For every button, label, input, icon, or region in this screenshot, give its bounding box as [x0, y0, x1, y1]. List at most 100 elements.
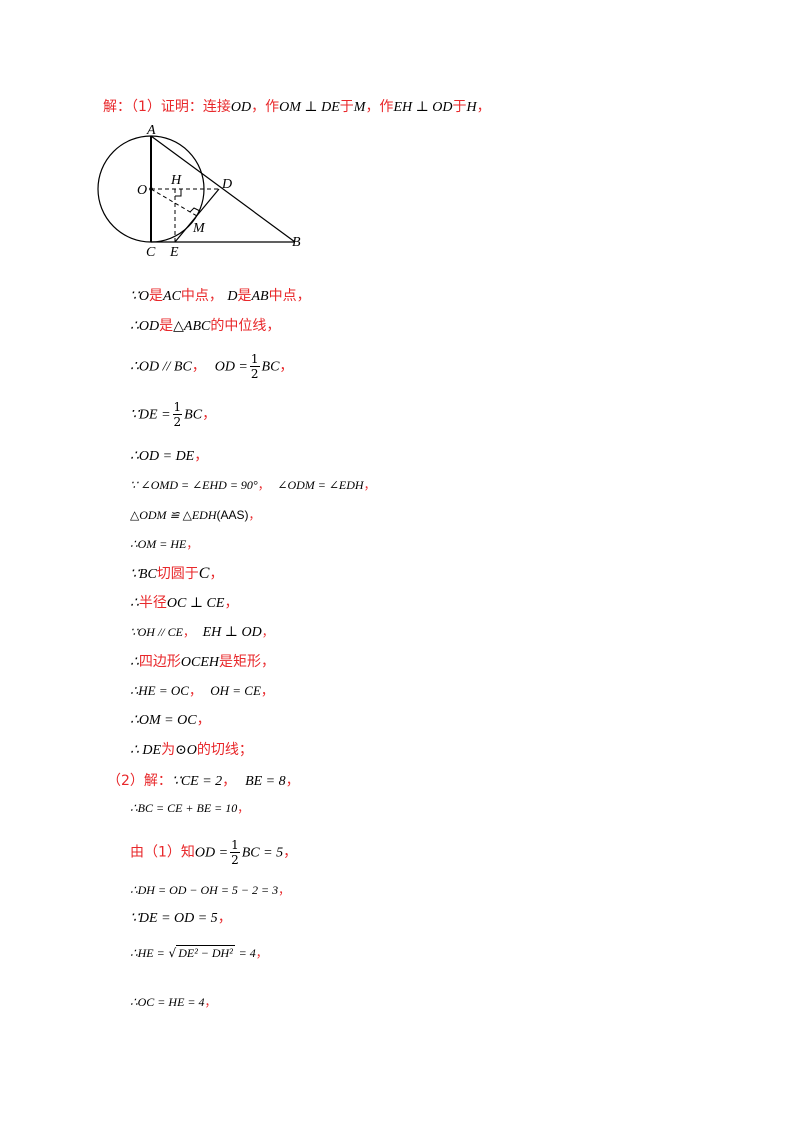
text: ， — [248, 508, 261, 522]
text: ， — [255, 946, 268, 960]
header-label: 解：（1）证明：连接 — [103, 99, 231, 115]
proof-line-11: ∵OH // CE， EH ⊥ OD， — [130, 622, 274, 643]
text: ， — [279, 358, 294, 375]
point-o — [149, 187, 153, 191]
denominator: 2 — [173, 415, 182, 429]
proof-line-9: ∵BC切圆于C， — [130, 564, 223, 585]
text: ， — [285, 773, 300, 789]
math: ∴BC = CE + BE = 10 — [130, 801, 238, 815]
part2-line-2: 由（1）知OD = 1 2 BC = 5， — [130, 838, 297, 867]
label-b: B — [292, 235, 301, 250]
denominator: 2 — [231, 853, 239, 867]
math: OC ⊥ CE — [166, 596, 225, 611]
math: OH = CE — [210, 683, 261, 698]
math: OCEH — [180, 655, 220, 670]
proof-line-7: △ODM ≌ △EDH(AAS)， — [130, 505, 261, 525]
text: 切圆于 — [156, 566, 199, 582]
math: BC — [184, 407, 203, 423]
text: ， — [283, 844, 298, 861]
math: ∵DE = OD = 5 — [130, 911, 218, 926]
text: 半径 — [138, 595, 167, 611]
solution-header: 解：（1）证明：连接OD，作OM ⊥ DE于M，作EH ⊥ OD于H， — [103, 96, 491, 116]
text: ， — [363, 478, 376, 492]
math: ∵BC — [130, 567, 157, 582]
denominator: 2 — [250, 367, 259, 381]
proof-line-15: ∴ DE为⊙O的切线； — [130, 740, 253, 761]
math: △ABC — [173, 319, 211, 334]
math: D — [227, 289, 238, 304]
math: ⊙O — [175, 743, 197, 758]
header-math: EH ⊥ OD — [393, 100, 453, 115]
math: BC = 5 — [241, 845, 284, 861]
text: ， — [222, 773, 237, 789]
math: AC — [163, 289, 181, 304]
proof-line-14: ∴OM = OC， — [130, 710, 211, 731]
text: ， — [237, 801, 250, 815]
header-text: ，作 — [365, 99, 394, 115]
math: AB — [251, 289, 269, 304]
header-math: M — [353, 100, 366, 115]
math: ∴OM = HE — [130, 537, 187, 551]
header-od: OD — [230, 100, 252, 115]
text: ， — [261, 625, 274, 639]
dashed-om — [150, 188, 198, 217]
numerator: 1 — [172, 400, 183, 415]
text: ， — [191, 358, 206, 375]
segment-de — [174, 188, 220, 243]
text: ， — [224, 595, 239, 611]
label-a: A — [146, 123, 156, 138]
right-angle-m — [189, 207, 201, 213]
proof-line-1: ∵O是AC中点， D是AB中点， — [130, 286, 311, 307]
text: ， — [182, 625, 195, 639]
proof-line-10: ∴半径OC ⊥ CE， — [130, 593, 238, 614]
math: BE = 8 — [245, 774, 286, 789]
math: OD = — [194, 845, 229, 861]
math: ∵CE = 2 — [171, 774, 223, 789]
math: ∵OH // CE — [130, 625, 183, 639]
header-text: 于 — [452, 99, 467, 115]
part2-line-4: ∵DE = OD = 5， — [130, 908, 232, 929]
math: ∴OD = DE — [130, 449, 195, 464]
header-text: ，作 — [251, 99, 280, 115]
math: ∴DH = OD − OH = 5 − 2 = 3 — [130, 883, 279, 897]
header-math: H — [466, 100, 477, 115]
geometry-figure: A O H D M C E B — [97, 123, 301, 260]
math: ∴OM = OC — [130, 713, 197, 728]
proof-line-12: ∴四边形OCEH是矩形， — [130, 652, 275, 673]
math: ∴ DE — [130, 743, 162, 758]
text: ， — [204, 995, 217, 1009]
label-o: O — [137, 183, 147, 198]
math: = 4 — [238, 946, 256, 960]
proof-line-13: ∴HE = OC， OH = CE， — [130, 681, 274, 702]
text: ， — [257, 478, 270, 492]
math: ∵DE = — [130, 407, 171, 423]
math: BC — [261, 359, 280, 375]
text: 中点， — [180, 288, 223, 304]
math: C — [198, 565, 210, 582]
math: ∠ODM = ∠EDH — [277, 478, 364, 492]
label-h: H — [170, 173, 182, 188]
radicand: DE² − DH² — [176, 945, 235, 960]
math: ∴HE = OC — [130, 683, 189, 698]
proof-line-2: ∴OD是△ABC的中位线， — [130, 316, 280, 337]
math: ∴OC = HE = 4 — [130, 995, 205, 1009]
math: (AAS) — [216, 508, 249, 522]
math: ∴ — [130, 596, 139, 611]
numerator: 1 — [230, 838, 240, 853]
part2-line-1: ∴BC = CE + BE = 10， — [130, 798, 249, 818]
text: ， — [278, 883, 291, 897]
math: EH ⊥ OD — [202, 625, 262, 640]
text: 为 — [161, 742, 176, 758]
text: ， — [196, 712, 211, 728]
math: OD = — [214, 359, 248, 375]
label-m: M — [192, 221, 206, 236]
text: （2）解： — [107, 773, 172, 789]
math: ∴OD — [130, 319, 160, 334]
header-math: OM ⊥ DE — [279, 100, 340, 115]
text: ， — [209, 566, 224, 582]
text: 的中位线， — [210, 318, 281, 334]
header-text: ， — [476, 99, 491, 115]
text: ， — [260, 684, 274, 699]
